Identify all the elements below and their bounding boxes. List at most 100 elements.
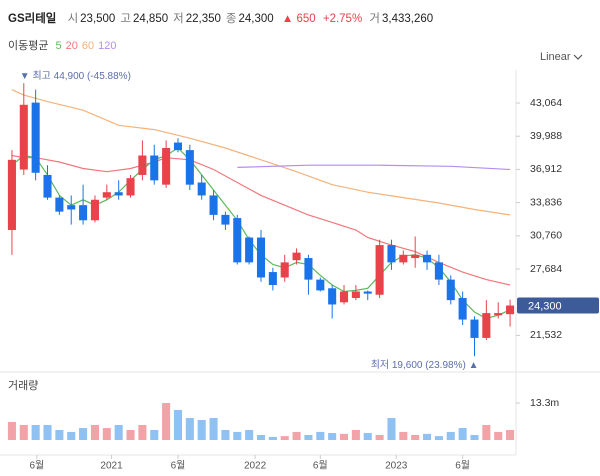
candle-body	[494, 313, 503, 316]
quote-item-label: 시	[67, 13, 79, 25]
moving-average-line	[237, 164, 511, 171]
volume-bar	[43, 424, 52, 440]
volume-bar	[411, 434, 420, 440]
quote-item: 종 24,300	[226, 13, 274, 25]
y-tick-label: 39,988	[530, 130, 562, 142]
volume-bar	[233, 431, 242, 440]
quote-item: 시 23,500	[68, 13, 116, 25]
candle-body	[351, 291, 360, 298]
volume-bar	[162, 403, 171, 440]
candle-body	[446, 279, 455, 301]
candle-body	[31, 102, 40, 173]
y-tick-label: 43,064	[530, 97, 562, 109]
quote-item: 고 24,850	[120, 13, 168, 25]
candle-body	[114, 192, 123, 196]
candle-body	[339, 291, 349, 303]
candle-body	[245, 237, 254, 263]
quote-items: 시 23,500 고 24,850 저 22,350 종 24,300	[68, 13, 279, 25]
x-tick-label: 2023	[385, 461, 408, 472]
stock-name: GS리테일	[8, 13, 57, 25]
quote-item: 저 22,350	[173, 13, 221, 25]
candle-body	[470, 319, 479, 338]
volume-bar	[399, 431, 408, 440]
candle-body	[292, 252, 301, 261]
candle-body	[209, 195, 218, 215]
candle-body	[79, 205, 88, 221]
volume-bar	[185, 418, 194, 440]
candle-body	[197, 182, 206, 196]
volume-bar	[292, 431, 301, 440]
volume-bar	[256, 434, 266, 440]
quote-item-label: 종	[225, 13, 237, 25]
x-tick-label: 6월	[171, 460, 186, 472]
moving-average-line	[11, 89, 511, 216]
volume-bar	[363, 433, 372, 440]
candle-body	[7, 159, 16, 230]
volume-bar	[268, 436, 277, 440]
candle-body	[280, 262, 289, 278]
candle-body	[411, 254, 420, 259]
candle-body	[387, 245, 396, 263]
high-annotation: ▼ 최고 44,900 (-45.88%)	[20, 70, 131, 82]
volume-bar	[7, 421, 16, 440]
volume-bar	[280, 436, 289, 440]
change: ▲ 650	[281, 13, 316, 25]
candle-body	[256, 237, 266, 278]
candle-body	[102, 192, 111, 198]
volume-bar	[126, 429, 135, 440]
candle-body	[399, 254, 408, 263]
volume-value: 3,433,260	[381, 13, 434, 25]
y-tick-label: 33,836	[530, 196, 562, 208]
scale-selector[interactable]: Linear	[540, 51, 571, 63]
candle-body	[185, 150, 194, 185]
volume-bar	[387, 418, 396, 440]
volume-bar	[506, 429, 515, 440]
quote-item-value: 22,350	[185, 13, 221, 25]
volume-bar	[316, 431, 325, 440]
candle-body	[458, 297, 467, 320]
candle-body	[482, 313, 491, 338]
scale-selector-chevron[interactable]	[573, 54, 583, 60]
candle-body	[316, 279, 325, 291]
volume-bar	[434, 436, 443, 440]
ma-legend-entry: 5	[55, 40, 62, 52]
volume-bar	[304, 434, 313, 440]
y-tick-label: 21,532	[530, 329, 562, 341]
x-tick-label: 2022	[244, 461, 267, 472]
candle-body	[173, 142, 183, 151]
candle-body	[126, 178, 135, 196]
candle-body	[328, 288, 337, 305]
candle-body	[67, 205, 76, 210]
candle-body	[233, 218, 242, 263]
candle-body	[90, 199, 99, 221]
volume-bar	[90, 424, 99, 440]
quote-item-value: 24,300	[238, 13, 274, 25]
candle-body	[55, 197, 64, 212]
quote-item-value: 23,500	[80, 13, 116, 25]
volume-bar	[197, 419, 206, 440]
volume-bar	[102, 428, 111, 440]
volume-bar	[470, 434, 479, 440]
candle-body	[304, 258, 313, 280]
volume-bar	[19, 424, 28, 440]
volume-bar	[138, 424, 147, 440]
y-tick-label: 36,912	[530, 163, 562, 175]
quote-item-label: 고	[120, 13, 131, 25]
volume-bar	[209, 418, 218, 440]
volume-bar	[351, 429, 360, 440]
y-tick-label: 27,684	[530, 263, 562, 275]
candle-body	[363, 291, 372, 294]
quote-item-value: 24,850	[132, 13, 169, 25]
candle-body	[268, 272, 277, 286]
volume-bar	[482, 424, 491, 440]
last-price-label: 24,300	[528, 300, 562, 312]
candle-body	[375, 245, 384, 295]
ma-label: 이동평균	[8, 40, 49, 52]
x-tick-label: 2021	[100, 461, 123, 472]
volume-bar	[150, 429, 159, 440]
low-annotation: 최저 19,600 (23.98%) ▲	[371, 359, 479, 371]
volume-bar	[221, 429, 230, 440]
volume-bar	[114, 424, 123, 440]
